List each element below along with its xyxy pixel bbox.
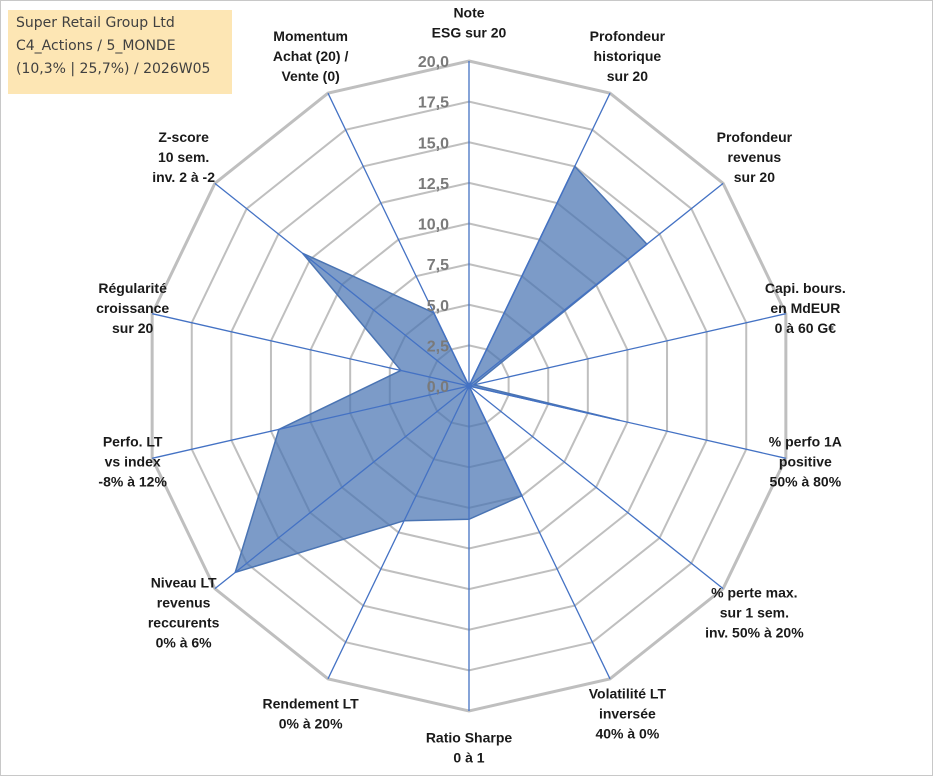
tick-label: 15,0: [418, 135, 449, 152]
axis-label: Note: [453, 5, 484, 21]
axis-spoke: [214, 182, 470, 387]
axis-spoke: [468, 182, 724, 387]
axis-label: sur 1 sem.: [720, 604, 789, 620]
company-name: Super Retail Group Ltd: [16, 15, 175, 31]
axis-label: % perfo 1A: [769, 433, 842, 449]
axis-label: 0% à 20%: [279, 716, 343, 732]
axis-label: 10 sem.: [158, 149, 209, 165]
axis-label: Volatilité LT: [589, 686, 667, 702]
axis-label: Momentum: [273, 28, 348, 44]
axis-label: Capi. bours.: [765, 280, 846, 296]
performance-label: (10,3% | 25,7%) / 2026W05: [16, 61, 211, 77]
tick-label: 5,0: [427, 298, 449, 315]
axis-label: Profondeur: [590, 28, 666, 44]
axis-spoke: [327, 385, 470, 680]
axis-label: ESG sur 20: [432, 25, 507, 41]
axis-label: 0 à 60 G€: [775, 320, 837, 336]
axis-label: croissance: [96, 300, 169, 316]
info-box: Super Retail Group Ltd C4_Actions / 5_MO…: [8, 10, 232, 94]
axis-label: positive: [779, 453, 832, 469]
axis-label: sur 20: [734, 169, 775, 185]
axis-label: 0% à 6%: [156, 634, 213, 650]
axis-label: inversée: [599, 706, 656, 722]
axis-spoke: [468, 385, 786, 459]
axis-label: vs index: [105, 453, 161, 469]
axis-label: 0 à 1: [453, 750, 484, 766]
axis-label: revenus: [157, 594, 211, 610]
axis-label: Z-score: [158, 129, 209, 145]
axis-label: sur 20: [607, 68, 648, 84]
axis-label: Perfo. LT: [103, 433, 163, 449]
tick-label: 17,5: [418, 95, 449, 112]
axis-label: Régularité: [98, 280, 167, 296]
axis-label: Profondeur: [717, 129, 793, 145]
axis-spoke: [468, 92, 611, 387]
axis-label: 40% à 0%: [595, 726, 659, 742]
axis-label: sur 20: [112, 320, 153, 336]
axis-spoke: [468, 385, 611, 680]
axis-label: Niveau LT: [151, 574, 217, 590]
axis-label: Ratio Sharpe: [426, 730, 513, 746]
axis-label: 50% à 80%: [770, 473, 842, 489]
axis-spoke: [327, 92, 470, 387]
axis-label: Rendement LT: [263, 696, 360, 712]
axis-label: Vente (0): [281, 68, 339, 84]
tick-label: 12,5: [418, 176, 449, 193]
axis-spoke: [152, 313, 470, 387]
axis-label: % perte max.: [711, 584, 797, 600]
axis-spoke: [468, 313, 786, 387]
axis-label: reccurents: [148, 614, 220, 630]
tick-label: 2,5: [427, 338, 449, 355]
axis-spoke: [152, 385, 470, 459]
tick-label: 7,5: [427, 257, 449, 274]
axis-label: en MdEUR: [770, 300, 840, 316]
tick-label: 20,0: [418, 54, 449, 71]
axis-label: historique: [594, 48, 662, 64]
axis-label: -8% à 12%: [98, 473, 167, 489]
category-label: C4_Actions / 5_MONDE: [16, 38, 176, 54]
axis-spoke: [214, 385, 470, 590]
axis-spoke: [468, 385, 724, 590]
axis-label: inv. 50% à 20%: [705, 624, 804, 640]
axis-label: revenus: [728, 149, 782, 165]
axis-label: inv. 2 à -2: [152, 169, 215, 185]
axis-label: Achat (20) /: [273, 48, 349, 64]
tick-label: 0,0: [427, 379, 449, 396]
tick-label: 10,0: [418, 217, 449, 234]
